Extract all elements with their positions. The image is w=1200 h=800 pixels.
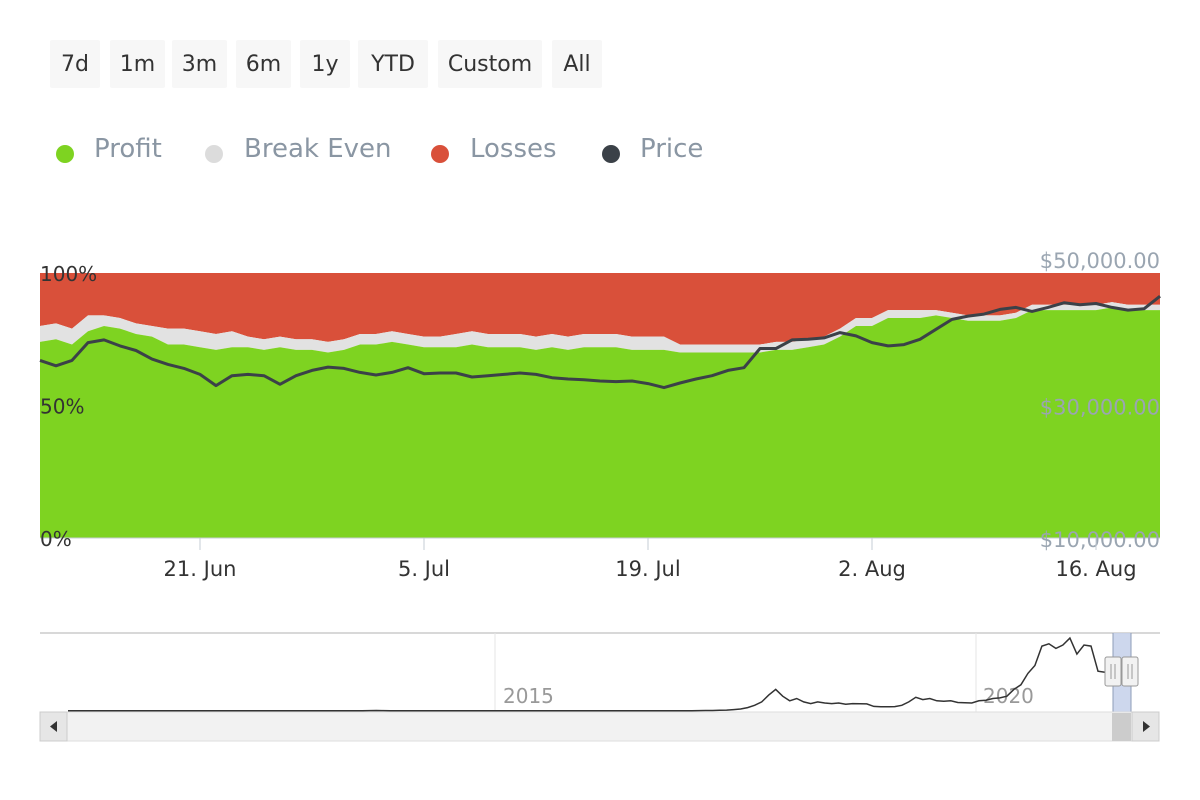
break-even-area	[40, 302, 1160, 353]
legend-item-break-even[interactable]: Break Even	[205, 130, 405, 174]
legend-item-price[interactable]: Price	[602, 130, 712, 174]
scrollbar-track[interactable]	[39, 711, 1160, 742]
range-button-all[interactable]: All	[552, 40, 602, 88]
legend-label-break-even: Break Even	[244, 134, 392, 164]
losses-area	[40, 273, 1160, 345]
chevron-left-icon	[50, 721, 57, 732]
y-axis-right-label: $10,000.00	[1040, 528, 1160, 552]
x-axis-label: 19. Jul	[615, 557, 680, 581]
chevron-right-icon	[1143, 721, 1150, 732]
y-axis-left-label: 50%	[40, 395, 84, 419]
navigator-price-line	[68, 636, 1134, 712]
scrollbar-left-arrow-button[interactable]	[39, 711, 68, 742]
legend-label-losses: Losses	[470, 134, 557, 164]
range-button-3m[interactable]: 3m	[172, 40, 227, 88]
price-line	[39, 295, 1161, 390]
legend-item-losses[interactable]: Losses	[431, 130, 571, 174]
navigator-handle-right[interactable]	[1121, 656, 1139, 687]
x-axis-label: 16. Aug	[1055, 557, 1136, 581]
legend-dot-profit	[56, 145, 74, 163]
x-axis-label: 2. Aug	[838, 557, 906, 581]
legend-dot-price	[602, 145, 620, 163]
legend-item-profit[interactable]: Profit	[56, 130, 176, 174]
range-button-ytd[interactable]: YTD	[358, 40, 428, 88]
navigator-year-label: 2020	[983, 684, 1034, 708]
navigator: 2015 2020	[40, 632, 1160, 712]
profit-area	[40, 307, 1160, 538]
range-button-6m[interactable]: 6m	[236, 40, 291, 88]
range-button-7d[interactable]: 7d	[50, 40, 100, 88]
y-axis-left-label: 0%	[40, 527, 72, 551]
scrollbar-right-arrow-button[interactable]	[1131, 711, 1160, 742]
range-button-1m[interactable]: 1m	[110, 40, 165, 88]
range-button-custom[interactable]: Custom	[438, 40, 542, 88]
navigator-year-label: 2015	[503, 684, 554, 708]
scrollbar-thumb[interactable]	[1112, 713, 1131, 741]
legend-dot-break-even	[205, 145, 223, 163]
legend-dot-losses	[431, 145, 449, 163]
navigator-handle-left[interactable]	[1104, 656, 1122, 687]
y-axis-right-label: $50,000.00	[1040, 249, 1160, 273]
scrollbar	[39, 711, 1160, 742]
y-axis-right-label: $30,000.00	[1040, 396, 1160, 420]
x-axis-label: 21. Jun	[164, 557, 237, 581]
legend-label-profit: Profit	[94, 134, 162, 164]
x-axis-label: 5. Jul	[398, 557, 450, 581]
legend-label-price: Price	[640, 134, 704, 164]
y-axis-left-label: 100%	[40, 262, 97, 286]
range-button-1y[interactable]: 1y	[300, 40, 350, 88]
